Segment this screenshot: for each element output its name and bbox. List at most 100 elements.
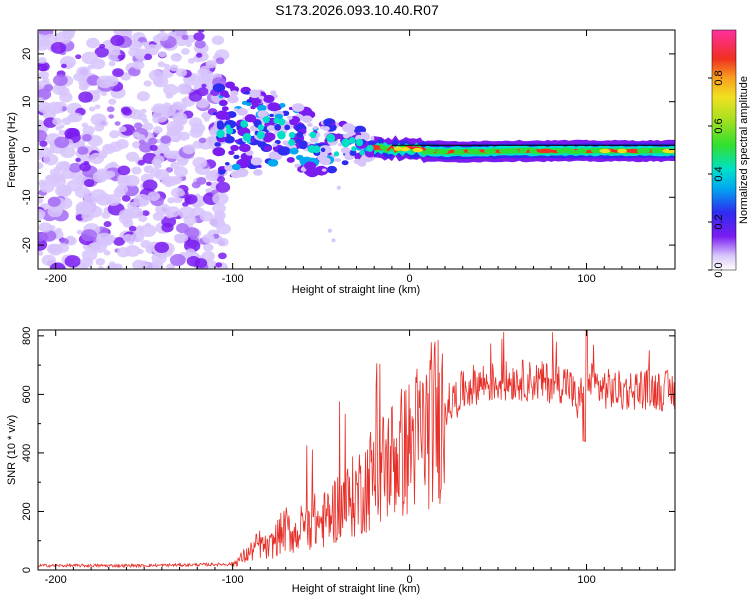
noise-blob <box>184 194 198 205</box>
noise-blob <box>133 122 143 129</box>
spectrogram-y-label: Frequency (Hz) <box>6 112 18 188</box>
noise-blob <box>75 201 93 214</box>
noise-blob <box>160 135 172 144</box>
noise-blob <box>100 91 107 97</box>
noise-blob <box>172 112 188 124</box>
noise-blob <box>131 232 145 243</box>
noise-blob <box>175 68 187 77</box>
signal-blob <box>241 100 248 106</box>
signal-peak <box>225 124 231 130</box>
signal-blob <box>340 146 351 154</box>
spectrogram-y-tick-label: 20 <box>21 48 33 60</box>
noise-blob <box>181 34 189 40</box>
noise-blob <box>95 233 102 239</box>
signal-peak <box>341 138 351 148</box>
trace-bead <box>529 148 538 154</box>
noise-blob <box>69 112 83 123</box>
noise-blob <box>80 257 94 268</box>
snr-x-ticks: -200 -100 0 100 <box>37 330 676 586</box>
noise-blob <box>59 92 73 103</box>
noise-blob <box>107 50 122 62</box>
noise-blob <box>140 240 152 249</box>
noise-blob <box>142 122 154 131</box>
noise-blob <box>202 233 215 244</box>
noise-blob <box>154 43 163 50</box>
signal-blob <box>234 139 240 144</box>
noise-blob <box>49 262 66 269</box>
noise-blob <box>122 233 134 243</box>
noise-blob <box>138 139 146 145</box>
signal-blob <box>248 89 261 99</box>
noise-blob <box>140 108 147 114</box>
noise-blob <box>95 258 106 266</box>
signal-blob <box>282 140 290 146</box>
signal-blob <box>274 139 281 145</box>
trace-bead <box>453 149 465 154</box>
noise-blob <box>153 155 165 164</box>
noise-blob <box>148 69 164 82</box>
noise-blob <box>55 161 70 172</box>
colorbar-ticks: 0.0 0.2 0.4 0.6 0.8 <box>708 70 725 278</box>
signal-blob <box>333 158 340 162</box>
signal-blob <box>263 132 276 142</box>
snr-y-tick-label: 0 <box>21 567 33 573</box>
signal-blob <box>289 147 299 155</box>
noise-blob <box>132 131 141 138</box>
colorbar-tick-label: 0.6 <box>713 118 725 133</box>
noise-blob <box>38 197 44 204</box>
spectrogram-x-tick-label: 0 <box>407 273 413 285</box>
noise-blob <box>165 206 181 218</box>
noise-blob <box>64 255 81 268</box>
noise-blob <box>169 64 179 72</box>
noise-blob <box>38 61 50 72</box>
signal-blob <box>219 90 229 97</box>
trace-bead <box>617 148 628 154</box>
signal-blob <box>225 81 236 89</box>
noise-blob <box>108 98 117 105</box>
signal-blob <box>226 111 237 118</box>
signal-blob <box>257 104 267 112</box>
noise-blob <box>47 243 59 253</box>
noise-blob <box>174 53 180 58</box>
signal-blob <box>214 142 221 147</box>
colorbar: 0.0 0.2 0.4 0.6 0.8 Normalized spectral ampl… <box>708 29 750 278</box>
noise-blob <box>178 206 195 220</box>
noise-blob <box>113 30 129 37</box>
snr-y-tick-label: 800 <box>21 327 33 345</box>
noise-blob <box>175 189 186 197</box>
signal-blob <box>291 103 305 112</box>
noise-blob <box>169 253 186 267</box>
signal-blob <box>224 162 230 166</box>
noise-blob <box>58 129 67 136</box>
signal-peak <box>278 118 286 126</box>
noise-blob <box>152 211 165 221</box>
trace-bead <box>499 148 509 154</box>
snr-y-tick-label: 200 <box>21 502 33 520</box>
noise-blob <box>68 162 82 173</box>
noise-blob <box>52 172 66 182</box>
signal-blob <box>224 116 231 121</box>
signal-blob <box>312 125 318 130</box>
noise-blob <box>38 70 50 80</box>
spectrogram-x-tick-label: -200 <box>45 273 67 285</box>
noise-blob <box>101 211 111 219</box>
noise-blob <box>41 254 57 266</box>
noise-blob <box>108 60 116 67</box>
noise-blob <box>197 68 208 77</box>
noise-blob <box>109 161 118 168</box>
noise-blob <box>113 236 125 246</box>
noise-blob <box>197 30 205 33</box>
noise-blob <box>163 63 170 69</box>
noise-blob <box>38 88 52 100</box>
noise-blob <box>195 52 203 58</box>
noise-blob <box>177 233 189 242</box>
noise-blob <box>38 34 49 47</box>
noise-blob <box>173 166 188 178</box>
noise-blob <box>144 167 150 172</box>
noise-blob <box>212 192 229 205</box>
noise-blob <box>106 106 115 113</box>
noise-blob <box>196 176 207 185</box>
trace-bead <box>538 148 553 154</box>
noise-blob <box>84 178 95 187</box>
